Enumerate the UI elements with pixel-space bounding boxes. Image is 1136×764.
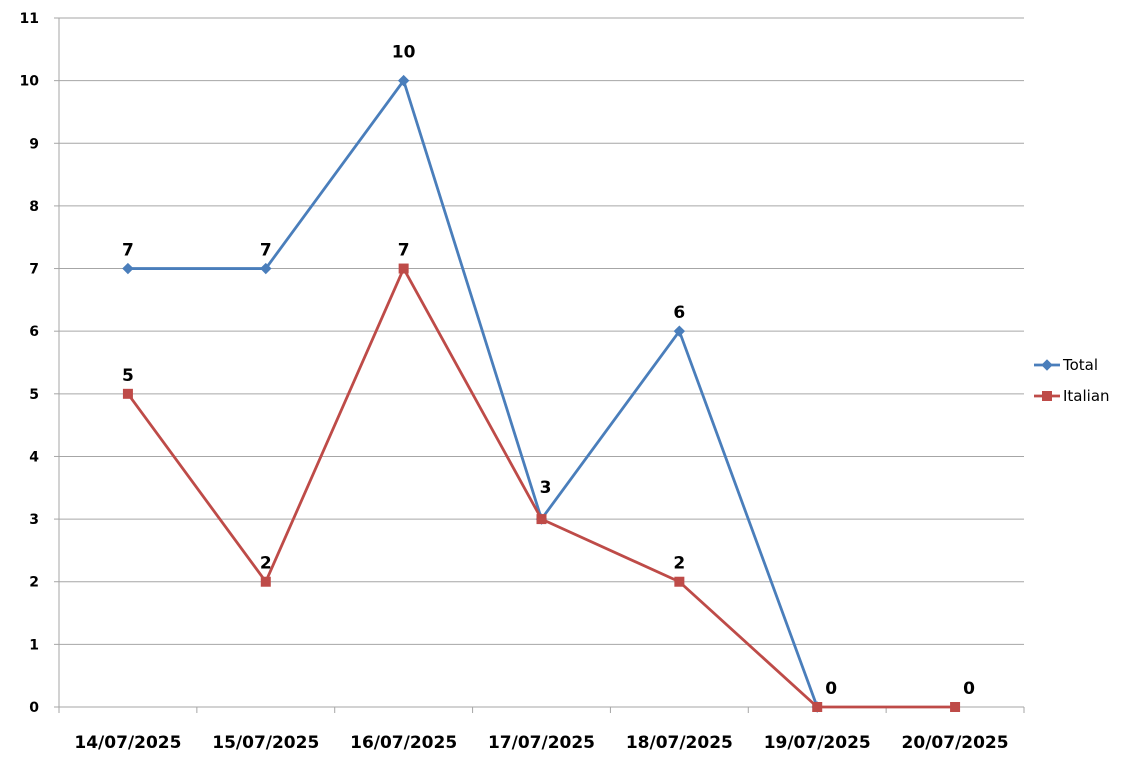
data-label: 2 bbox=[260, 554, 272, 574]
legend: Total Italian bbox=[1034, 356, 1110, 405]
data-point-italian bbox=[260, 576, 271, 587]
data-labels: 7 7 10 3 6 0 0 5 2 7 2 bbox=[122, 43, 975, 699]
y-tick-label: 4 bbox=[29, 449, 39, 465]
gridlines bbox=[59, 17, 1024, 645]
x-tick-label: 15/07/2025 bbox=[212, 733, 319, 753]
x-tick-label: 17/07/2025 bbox=[488, 733, 595, 753]
data-point-italian bbox=[812, 702, 823, 712]
x-tick-label: 16/07/2025 bbox=[350, 733, 457, 753]
x-axis-tick-labels: 14/07/2025 15/07/2025 16/07/2025 17/07/2025… bbox=[74, 733, 1008, 753]
data-point-italian bbox=[536, 514, 547, 525]
data-point-italian bbox=[122, 388, 133, 399]
y-tick-label: 9 bbox=[29, 136, 39, 152]
data-label: 0 bbox=[963, 679, 975, 699]
y-tick-label: 8 bbox=[29, 199, 39, 215]
data-label: 2 bbox=[673, 554, 685, 574]
legend-marker-total bbox=[1041, 359, 1053, 371]
data-point-total bbox=[673, 325, 686, 337]
series-line-total bbox=[127, 79, 819, 708]
y-tick-label: 1 bbox=[29, 637, 39, 653]
data-label: 10 bbox=[392, 43, 416, 63]
y-tick-label: 11 bbox=[20, 11, 39, 27]
y-tick-label: 7 bbox=[29, 262, 39, 278]
y-tick-label: 2 bbox=[29, 575, 39, 591]
legend-label-italian: Italian bbox=[1063, 387, 1110, 405]
data-label: 5 bbox=[122, 366, 134, 386]
data-point-total bbox=[122, 262, 134, 275]
series-lines bbox=[122, 74, 961, 713]
legend-marker-italian bbox=[1042, 391, 1052, 401]
data-label: 7 bbox=[260, 241, 272, 261]
data-label: 7 bbox=[398, 241, 410, 261]
data-point-total bbox=[397, 74, 410, 87]
data-label: 3 bbox=[540, 478, 552, 498]
data-point-italian bbox=[674, 576, 685, 587]
y-tick-label: 6 bbox=[29, 324, 39, 340]
data-point-italian bbox=[398, 263, 409, 274]
y-tick-label: 0 bbox=[29, 700, 39, 716]
x-tick-label: 18/07/2025 bbox=[626, 733, 733, 753]
legend-label-total: Total bbox=[1062, 356, 1098, 374]
data-point-total bbox=[260, 262, 272, 275]
data-point-italian bbox=[950, 702, 961, 712]
y-tick-label: 5 bbox=[29, 387, 39, 403]
x-tick-label: 14/07/2025 bbox=[74, 733, 181, 753]
data-label: 6 bbox=[673, 303, 685, 323]
y-tick-label: 10 bbox=[20, 74, 40, 90]
x-tick-label: 19/07/2025 bbox=[764, 733, 871, 753]
axes bbox=[54, 17, 1025, 713]
data-label: 7 bbox=[122, 241, 134, 261]
y-tick-label: 3 bbox=[29, 512, 39, 528]
y-axis-tick-labels: 0 1 2 3 4 5 6 7 8 9 10 11 bbox=[20, 11, 40, 716]
x-tick-label: 20/07/2025 bbox=[902, 733, 1009, 753]
data-label: 0 bbox=[825, 679, 837, 699]
